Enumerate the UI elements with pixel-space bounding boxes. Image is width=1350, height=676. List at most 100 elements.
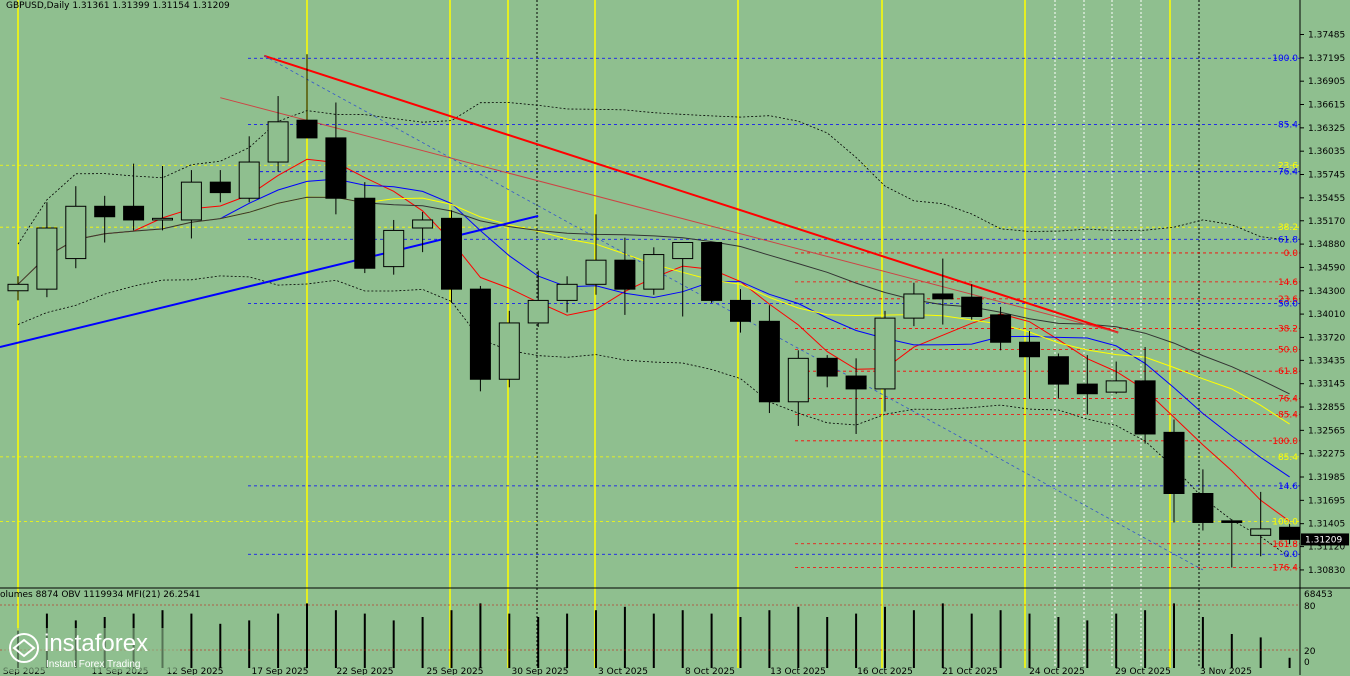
fib-level-label: 85.4 (1278, 121, 1298, 131)
lower-band (17, 275, 1290, 558)
price-tick-label: 1.33720 (1308, 333, 1345, 343)
price-tick-label: 1.32275 (1308, 450, 1345, 460)
candle (1047, 353, 1069, 399)
fib-level-label: 23.6 (1278, 161, 1298, 171)
fib-level-label: 14.6 (1278, 278, 1298, 288)
bull-candle-body (180, 181, 202, 221)
bear-candle-body (1019, 341, 1040, 358)
candle (94, 195, 116, 243)
candle (1250, 491, 1272, 557)
bull-candle-body (585, 259, 607, 285)
logo-brand: instaforex (44, 630, 149, 657)
volume-panel: 68453 80 200 (0, 587, 1350, 668)
date-label: 3 Oct 2025 (598, 667, 648, 675)
bear-candle-body (209, 181, 231, 194)
fib-level-label: 0.0 (1284, 249, 1299, 259)
price-tick-label: 1.33145 (1308, 380, 1345, 390)
date-label: 29 Oct 2025 (1115, 667, 1171, 675)
fib-level-label: 38.2 (1278, 223, 1298, 233)
candle (267, 96, 289, 172)
bear-candle-body (1221, 520, 1243, 523)
volume-header: olumes 8874 OBV 1119934 MFI(21) 26.2541 (0, 590, 201, 600)
bear-candle-body (296, 119, 318, 139)
bull-candle-body (1250, 528, 1272, 536)
fib-level-label: 38.2 (1278, 325, 1298, 335)
bear-candle-body (1134, 380, 1156, 435)
bear-candle-body (1163, 431, 1185, 495)
candle (412, 211, 434, 253)
bear-candle-body (94, 205, 116, 218)
price-tick-label: 1.32855 (1308, 403, 1345, 413)
candle (758, 305, 780, 414)
candle (1019, 330, 1040, 399)
price-tick-label: 1.36905 (1308, 77, 1345, 87)
price-tick-label: 1.34590 (1308, 263, 1345, 273)
price-tick-label: 1.34010 (1308, 310, 1345, 320)
bull-candle-body (1105, 380, 1127, 393)
candle (874, 310, 896, 412)
candle (1163, 419, 1185, 523)
candle (1105, 361, 1127, 394)
bull-candle-body (238, 161, 260, 199)
price-tick-label: 1.33435 (1308, 356, 1345, 366)
fib-level-label: 23.6 (1278, 295, 1298, 305)
volume-tick-label: 80 (1304, 602, 1316, 612)
bull-candle-body (65, 205, 87, 260)
candle (7, 276, 29, 301)
date-label: 21 Oct 2025 (942, 667, 998, 675)
date-label: 12 Sep 2025 (166, 667, 223, 675)
fib-level-label: 50.0 (1278, 300, 1298, 310)
current-price-label: 1.31209 (1305, 535, 1342, 545)
price-tick-label: 1.31405 (1308, 520, 1345, 530)
candle (614, 237, 636, 315)
date-label: 25 Sep 2025 (426, 667, 483, 675)
bear-candle-body (730, 299, 751, 322)
bull-candle-body (267, 121, 289, 163)
bear-candle-body (1279, 526, 1301, 540)
price-tick-label: 1.31120 (1308, 543, 1345, 553)
price-tick-label: 1.32565 (1308, 426, 1345, 436)
candle (990, 306, 1012, 351)
bull-candle-body (383, 229, 405, 268)
date-label: 16 Oct 2025 (857, 667, 913, 675)
candle (1192, 469, 1214, 531)
bear-candle-body (932, 293, 954, 300)
bull-candle-body (874, 317, 896, 390)
fibonacci-labels: 100.085.423.676.438.261.80.014.623.650.0… (1272, 54, 1298, 573)
fib-level-label: 76.4 (1278, 395, 1298, 405)
bear-candle-body (990, 314, 1012, 343)
bull-candle-body (787, 357, 809, 403)
bull-candle-body (412, 219, 434, 229)
fib-level-label: 100.0 (1272, 518, 1298, 528)
date-label: 30 Sep 2025 (511, 667, 568, 675)
candle (1076, 355, 1098, 415)
bear-candle-body (701, 241, 723, 301)
candle (816, 355, 838, 388)
bull-candle-body (903, 293, 925, 319)
ohlc-values: 1.31361 1.31399 1.31154 1.31209 (72, 1, 230, 11)
price-tick-label: 1.30830 (1308, 566, 1345, 576)
bear-candle-body (354, 197, 376, 269)
candle (498, 310, 520, 388)
bollinger-bands (17, 102, 1290, 558)
price-tick-label: 1.36615 (1308, 101, 1345, 111)
symbol-label: GBPUSD,Daily (6, 1, 70, 11)
candle (325, 102, 347, 215)
fib-level-label: 50.0 (1278, 345, 1298, 355)
bear-candle-body (469, 288, 491, 380)
volume-tick-label: 20 (1304, 647, 1316, 657)
logo-tagline: Instant Forex Trading (46, 659, 141, 670)
candle (730, 289, 751, 333)
bull-candle-body (498, 322, 520, 380)
moving-average-line (17, 178, 1290, 478)
current-price-box (1301, 533, 1349, 546)
candle (787, 350, 809, 426)
candle (672, 241, 694, 317)
candle (1134, 347, 1156, 444)
moving-average-line (17, 196, 1290, 395)
bear-candle-body (1076, 383, 1098, 395)
bull-candle-body (556, 283, 578, 301)
